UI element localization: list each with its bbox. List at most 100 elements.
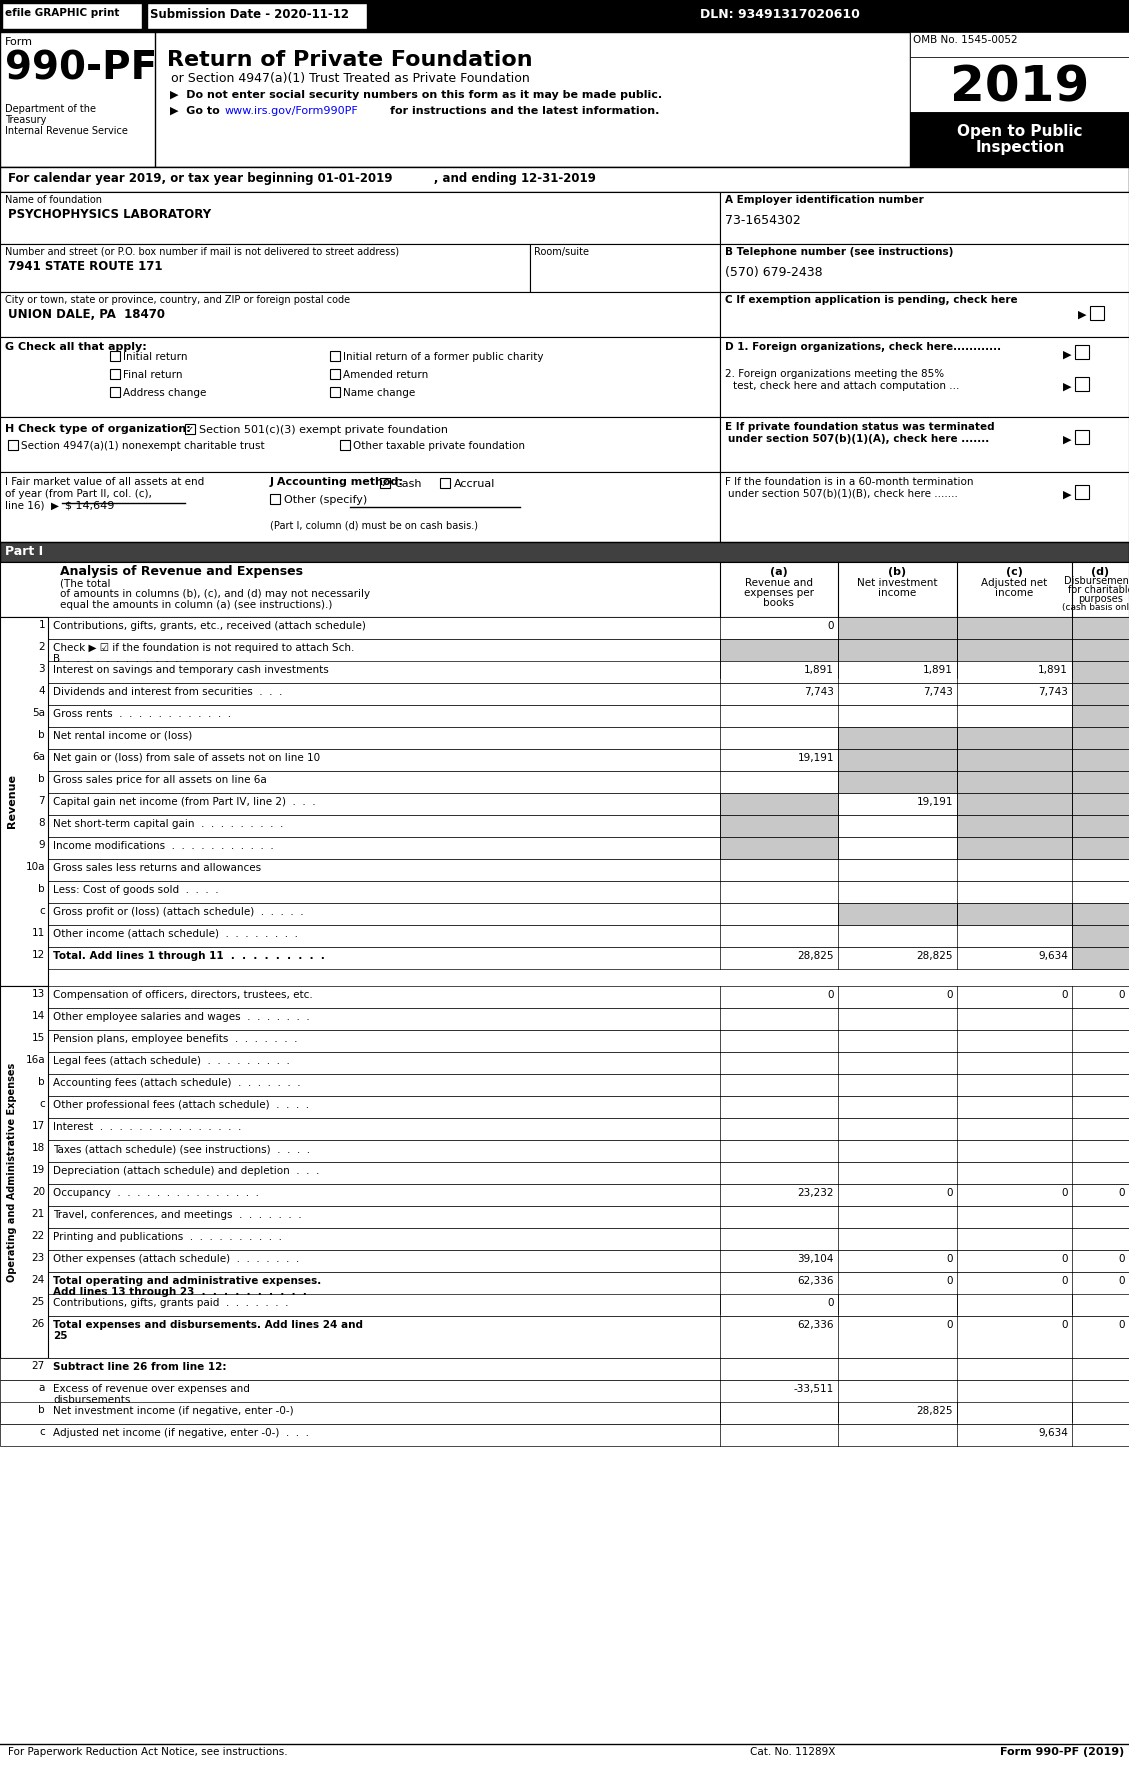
Text: 23: 23 <box>32 1252 45 1263</box>
Text: Initial return: Initial return <box>123 352 187 361</box>
Text: 1,891: 1,891 <box>1039 666 1068 674</box>
Text: C If exemption application is pending, check here: C If exemption application is pending, c… <box>725 295 1017 304</box>
Text: Taxes (attach schedule) (see instructions)  .  .  .  .: Taxes (attach schedule) (see instruction… <box>53 1143 310 1154</box>
Text: Internal Revenue Service: Internal Revenue Service <box>5 125 128 136</box>
Text: ▶: ▶ <box>1064 490 1071 499</box>
Text: 7,743: 7,743 <box>924 687 953 698</box>
Text: Number and street (or P.O. box number if mail is not delivered to street address: Number and street (or P.O. box number if… <box>5 247 400 258</box>
Text: 12: 12 <box>32 950 45 961</box>
Text: 19,191: 19,191 <box>797 753 834 762</box>
Text: Room/suite: Room/suite <box>534 247 589 258</box>
Text: expenses per: expenses per <box>744 589 814 598</box>
Text: Occupancy  .  .  .  .  .  .  .  .  .  .  .  .  .  .  .: Occupancy . . . . . . . . . . . . . . . <box>53 1188 259 1199</box>
Bar <box>0 1097 1129 1118</box>
Text: Form: Form <box>5 38 33 47</box>
Text: 0: 0 <box>828 621 834 632</box>
Text: ▶: ▶ <box>1078 309 1086 320</box>
Bar <box>185 424 195 435</box>
Bar <box>330 386 340 397</box>
Text: Net short-term capital gain  .  .  .  .  .  .  .  .  .: Net short-term capital gain . . . . . . … <box>53 819 283 828</box>
Text: Capital gain net income (from Part IV, line 2)  .  .  .: Capital gain net income (from Part IV, l… <box>53 798 316 807</box>
Bar <box>1073 837 1129 859</box>
Text: Other expenses (attach schedule)  .  .  .  .  .  .  .: Other expenses (attach schedule) . . . .… <box>53 1254 299 1265</box>
Bar <box>0 1184 1129 1206</box>
Bar <box>0 986 49 1358</box>
Bar <box>0 617 1129 639</box>
Bar <box>957 726 1073 750</box>
Bar <box>0 472 720 542</box>
Text: a: a <box>38 1383 45 1394</box>
Bar <box>1075 429 1089 444</box>
Bar <box>0 946 1129 970</box>
Bar <box>0 705 1129 726</box>
Text: Accounting fees (attach schedule)  .  .  .  .  .  .  .: Accounting fees (attach schedule) . . . … <box>53 1079 300 1088</box>
Text: Net investment: Net investment <box>857 578 938 589</box>
Text: Interest on savings and temporary cash investments: Interest on savings and temporary cash i… <box>53 666 329 674</box>
Text: 28,825: 28,825 <box>797 952 834 961</box>
Text: 0: 0 <box>946 1188 953 1199</box>
Text: Inspection: Inspection <box>975 140 1065 156</box>
Bar <box>910 32 1129 57</box>
Text: 18: 18 <box>32 1143 45 1152</box>
Text: Gross sales price for all assets on line 6a: Gross sales price for all assets on line… <box>53 775 266 785</box>
Bar <box>0 166 1129 191</box>
Bar <box>957 793 1073 816</box>
Text: for charitable: for charitable <box>1068 585 1129 596</box>
Bar <box>0 837 1129 859</box>
Bar <box>838 750 957 771</box>
Text: Other taxable private foundation: Other taxable private foundation <box>353 442 525 451</box>
Bar <box>1073 750 1129 771</box>
Bar <box>0 32 155 166</box>
Text: 19: 19 <box>32 1165 45 1175</box>
Text: or Section 4947(a)(1) Trust Treated as Private Foundation: or Section 4947(a)(1) Trust Treated as P… <box>170 72 530 86</box>
Text: 8: 8 <box>38 818 45 828</box>
Bar <box>440 478 450 488</box>
Text: disbursements: disbursements <box>53 1395 130 1404</box>
Text: ▶: ▶ <box>1064 435 1071 445</box>
Text: Analysis of Revenue and Expenses: Analysis of Revenue and Expenses <box>60 565 303 578</box>
Bar <box>110 351 120 361</box>
Text: Contributions, gifts, grants, etc., received (attach schedule): Contributions, gifts, grants, etc., rece… <box>53 621 366 632</box>
Text: (a): (a) <box>770 567 788 578</box>
Text: 73-1654302: 73-1654302 <box>725 215 800 227</box>
Text: b: b <box>38 775 45 784</box>
Bar <box>0 562 1129 617</box>
Text: 7941 STATE ROUTE 171: 7941 STATE ROUTE 171 <box>8 259 163 274</box>
Bar <box>720 816 838 837</box>
Text: J Accounting method:: J Accounting method: <box>270 478 404 487</box>
Bar <box>0 1251 1129 1272</box>
Bar <box>0 1272 1129 1313</box>
Bar <box>0 1052 1129 1073</box>
Text: Net investment income (if negative, enter -0-): Net investment income (if negative, ente… <box>53 1406 294 1417</box>
Text: Check ▶ ☑ if the foundation is not required to attach Sch.: Check ▶ ☑ if the foundation is not requi… <box>53 642 355 653</box>
Text: 0: 0 <box>1061 1254 1068 1265</box>
Text: 2019: 2019 <box>951 64 1089 113</box>
Text: income: income <box>878 589 917 598</box>
Text: I Fair market value of all assets at end: I Fair market value of all assets at end <box>5 478 204 487</box>
Bar <box>0 32 1129 166</box>
Text: Disbursements: Disbursements <box>1064 576 1129 587</box>
Text: ▶  Do not enter social security numbers on this form as it may be made public.: ▶ Do not enter social security numbers o… <box>170 89 662 100</box>
Text: 27: 27 <box>32 1361 45 1370</box>
Text: Final return: Final return <box>123 370 183 379</box>
Text: ✓: ✓ <box>186 426 194 435</box>
Bar <box>1073 925 1129 946</box>
Bar <box>957 837 1073 859</box>
Bar <box>0 683 1129 705</box>
Bar <box>0 336 720 417</box>
Text: 62,336: 62,336 <box>797 1276 834 1286</box>
Bar <box>720 472 1129 542</box>
Text: Dividends and interest from securities  .  .  .: Dividends and interest from securities .… <box>53 687 282 698</box>
Bar <box>1073 639 1129 678</box>
Bar <box>0 1007 1129 1030</box>
Text: b: b <box>38 730 45 741</box>
Text: 0: 0 <box>1119 989 1124 1000</box>
Bar <box>838 617 957 639</box>
Bar <box>957 750 1073 771</box>
Bar <box>1073 617 1129 639</box>
Text: Submission Date - 2020-11-12: Submission Date - 2020-11-12 <box>150 7 349 21</box>
Bar <box>838 726 957 750</box>
Text: for instructions and the latest information.: for instructions and the latest informat… <box>390 106 659 116</box>
Text: under section 507(b)(1)(B), check here .......: under section 507(b)(1)(B), check here .… <box>728 488 957 499</box>
Text: 28,825: 28,825 <box>917 1406 953 1417</box>
